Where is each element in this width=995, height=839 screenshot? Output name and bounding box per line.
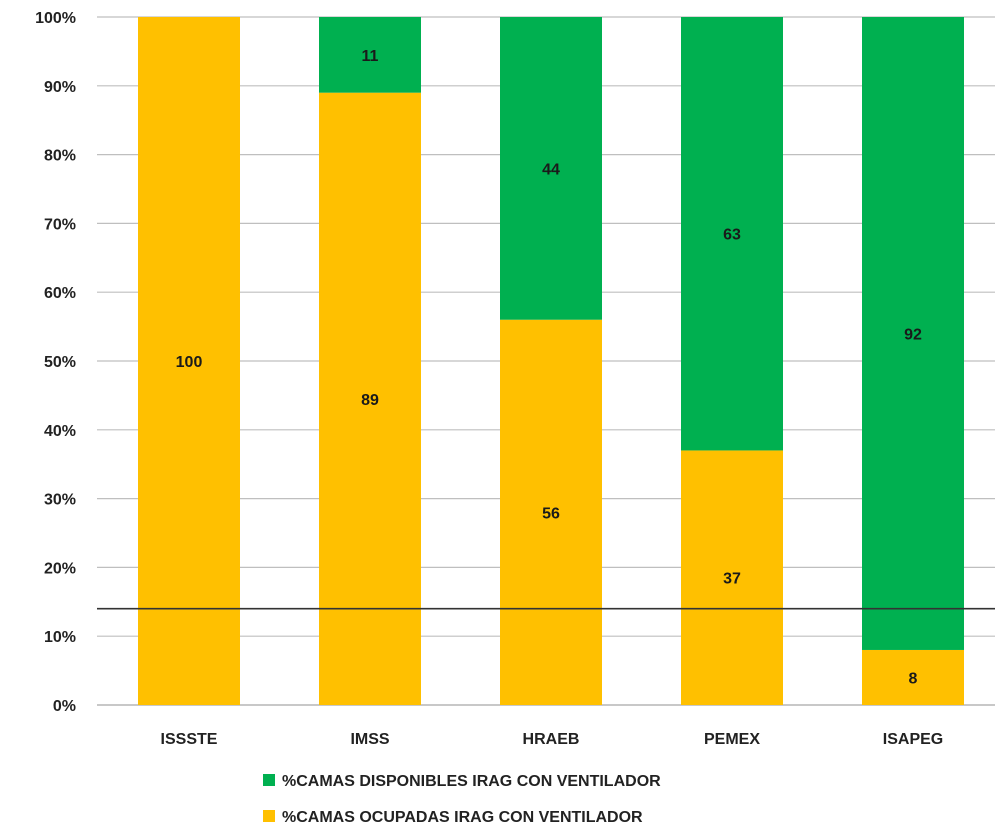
y-tick-label: 80% — [44, 148, 76, 165]
data-label: 11 — [362, 48, 379, 65]
legend: %CAMAS DISPONIBLES IRAG CON VENTILADOR %C… — [263, 773, 661, 826]
x-tick-label: ISAPEG — [883, 731, 943, 748]
x-tick-label: PEMEX — [704, 731, 760, 748]
y-tick-label: 90% — [44, 79, 76, 96]
y-tick-label: 0% — [53, 698, 76, 715]
bar-issste-series-0 — [138, 17, 240, 705]
bar-hraeb-series-0 — [500, 319, 602, 705]
y-tick-label: 20% — [44, 560, 76, 577]
bars — [138, 17, 964, 706]
data-label: 56 — [542, 505, 560, 522]
legend-swatch — [263, 774, 275, 786]
y-tick-label: 50% — [44, 354, 76, 371]
legend-label: %CAMAS OCUPADAS IRAG CON VENTILADOR — [282, 809, 643, 826]
y-tick-label: 60% — [44, 285, 76, 302]
bar-imss-series-0 — [319, 92, 421, 706]
y-tick-label: 30% — [44, 492, 76, 509]
bar-isapeg-series-0 — [862, 649, 964, 705]
axes: 0% 10% 20% 30% 40% 50% 60% 70% 80% 90% 100% ISSSTE I… — [35, 10, 995, 748]
data-label: 63 — [723, 227, 741, 244]
bar-pemex-series-1 — [681, 17, 783, 451]
y-tick-label: 40% — [44, 423, 76, 440]
bar-isapeg-series-1 — [862, 17, 964, 650]
data-label: 44 — [542, 161, 560, 178]
y-tick-label: 10% — [44, 629, 76, 646]
legend-swatch — [263, 810, 275, 822]
data-label: 37 — [723, 571, 741, 588]
y-tick-label: 70% — [44, 216, 76, 233]
bar-hraeb-series-1 — [500, 17, 602, 320]
y-tick-label: 100% — [35, 10, 76, 27]
data-label: 100 — [176, 354, 203, 371]
x-tick-label: IMSS — [350, 731, 389, 748]
data-labels: 100 89 11 56 44 37 63 8 92 — [176, 48, 922, 688]
x-tick-label: ISSSTE — [161, 731, 218, 748]
data-label: 89 — [361, 392, 379, 409]
data-label: 8 — [909, 670, 918, 687]
bar-pemex-series-0 — [681, 450, 783, 705]
legend-label: %CAMAS DISPONIBLES IRAG CON VENTILADOR — [282, 773, 661, 790]
x-tick-label: HRAEB — [523, 731, 580, 748]
bar-imss-series-1 — [319, 17, 421, 93]
data-label: 92 — [904, 326, 922, 343]
